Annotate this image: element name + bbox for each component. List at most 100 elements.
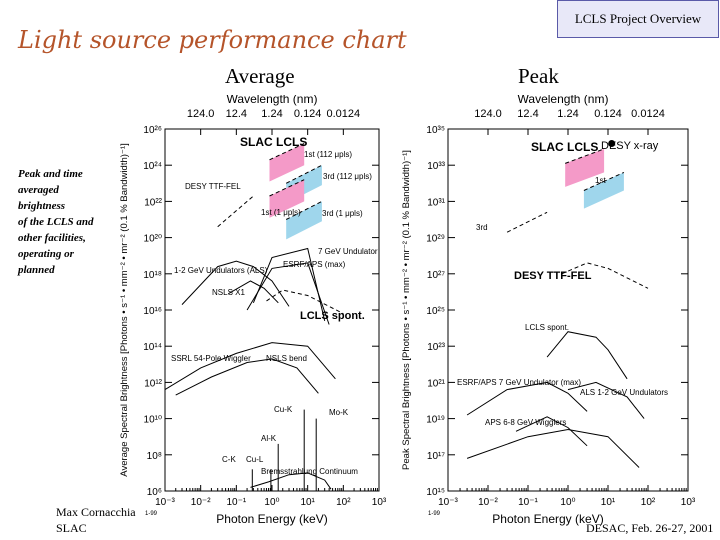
curve-annotation: DESY TTF-FEL xyxy=(514,270,592,282)
slide-title: Light source performance chart xyxy=(18,26,407,54)
curve-annotation: DESY TTF-FEL xyxy=(185,182,241,191)
curve-annotation: ALS 1-2 GeV Undulators xyxy=(580,388,668,397)
top-tick-label: 124.0 xyxy=(187,108,215,120)
band-edge xyxy=(269,143,305,161)
x-tick-label: 10⁰ xyxy=(560,497,575,508)
y-tick-label: 10²⁴ xyxy=(143,161,162,172)
curve-annotation: APS 6-8 GeV Wigglers xyxy=(485,418,566,427)
source-curve xyxy=(181,260,290,307)
curve-annotation: ESRF/APS (max) xyxy=(283,260,346,269)
x-tick-label: 10¹ xyxy=(601,497,616,508)
curve-annotation: SSRL 54-Pole Wiggler xyxy=(171,354,251,363)
top-tick-label: 0.124 xyxy=(294,108,322,120)
x-tick-label: 10⁻² xyxy=(191,497,211,508)
panel-heading-average: Average xyxy=(225,64,295,88)
top-tick-label: 1.24 xyxy=(261,108,282,120)
source-curve xyxy=(175,358,319,396)
y-tick-label: 10⁸ xyxy=(147,451,162,462)
x-tick-label: 10³ xyxy=(372,497,387,508)
top-tick-label: 124.0 xyxy=(474,108,502,120)
curve-annotation: 1st (1 μpls) xyxy=(261,208,301,217)
y-tick-label: 10¹⁵ xyxy=(426,487,445,498)
y-tick-label: 10²⁹ xyxy=(426,234,445,245)
source-curve xyxy=(252,247,326,322)
caption-line: Peak and time xyxy=(18,168,83,180)
x-tick-label: 10⁰ xyxy=(264,497,279,508)
facility-point xyxy=(608,140,616,147)
brightness-band xyxy=(565,148,605,187)
source-curve xyxy=(266,289,344,315)
source-curve xyxy=(506,211,548,233)
y-axis-label: Average Spectral Brightness [Photons • s… xyxy=(119,143,130,476)
corner-note: 1-99 xyxy=(145,511,158,517)
y-tick-label: 10²² xyxy=(144,197,162,208)
x-axis-label: Photon Energy (keV) xyxy=(216,512,327,526)
panel-heading-peak: Peak xyxy=(518,64,559,88)
average-brightness-chart: 10⁻³ 10⁻² 10⁻¹ 10⁰ 10¹ 10² 10³ 10⁶ 10⁸ 10¹⁰ 10¹² 10… xyxy=(119,95,387,526)
y-tick-label: 10¹⁰ xyxy=(144,415,162,426)
y-tick-label: 10²⁷ xyxy=(427,270,445,281)
source-curve xyxy=(217,195,254,228)
curve-annotation: Cu-L xyxy=(246,455,264,464)
brightness-band xyxy=(286,201,322,240)
y-axis-label: Peak Spectral Brightness [Photons • s⁻¹ … xyxy=(401,150,412,470)
curve-annotation: 3rd xyxy=(476,223,488,232)
y-tick-label: 10¹⁸ xyxy=(143,270,162,281)
curve-annotation: DESY x-ray xyxy=(601,140,659,152)
x-tick-label: 10² xyxy=(336,497,351,508)
x-tick-label: 10¹ xyxy=(300,497,315,508)
top-tick-label: 12.4 xyxy=(226,108,247,120)
curve-annotation: 1-2 GeV Undulators (ALS) xyxy=(174,266,268,275)
project-label: LCLS Project Overview xyxy=(557,0,719,38)
x-tick-label: 10⁻³ xyxy=(155,497,175,508)
y-tick-label: 10²³ xyxy=(427,342,445,353)
x-tick-label: 10⁻¹ xyxy=(226,497,246,508)
source-curve xyxy=(246,262,330,325)
curve-annotation: 1st xyxy=(595,176,606,185)
plot-frame xyxy=(164,128,380,492)
curve-annotation: Al-K xyxy=(261,434,277,443)
x-tick-label: 10⁻³ xyxy=(438,497,458,508)
x-axis-label: Photon Energy (keV) xyxy=(492,512,603,526)
y-tick-label: 10⁶ xyxy=(147,487,162,498)
source-curve xyxy=(515,416,588,447)
curve-annotation: Bremsstrahlung Continuum xyxy=(261,467,358,476)
y-tick-label: 10²⁶ xyxy=(143,125,162,136)
curve-annotation: ESRF/APS 7 GeV Undulator (max) xyxy=(457,378,581,387)
curve-annotation: C-K xyxy=(222,455,236,464)
top-axis-label: Wavelength (nm) xyxy=(227,95,318,106)
footer-author: Max Cornacchia xyxy=(56,505,136,519)
caption-line: planned xyxy=(18,264,55,276)
curve-annotation: 1st (112 μpls) xyxy=(304,150,352,159)
source-curve xyxy=(228,280,279,304)
y-tick-label: 10¹⁷ xyxy=(427,451,445,462)
corner-note: 1-99 xyxy=(428,511,441,517)
y-tick-label: 10²¹ xyxy=(427,378,445,389)
curve-annotation: LCLS spont. xyxy=(525,323,569,332)
top-axis-label: Wavelength (nm) xyxy=(518,95,609,106)
y-tick-label: 10¹⁴ xyxy=(143,342,162,353)
curve-annotation: SLAC LCLS xyxy=(531,140,598,154)
caption-line: averaged xyxy=(18,184,59,196)
curve-annotation: LCLS spont. xyxy=(300,310,365,322)
top-tick-label: 12.4 xyxy=(517,108,538,120)
source-curve xyxy=(250,472,332,490)
caption-line: of the LCLS and xyxy=(18,216,94,228)
top-tick-label: 1.24 xyxy=(557,108,578,120)
source-curve xyxy=(466,428,640,468)
footer-lab: SLAC xyxy=(56,521,87,535)
curve-annotation: Mo-K xyxy=(329,408,349,417)
y-tick-label: 10¹⁹ xyxy=(426,415,445,426)
slide-caption: Peak and time averaged brightness of the… xyxy=(18,166,118,278)
x-tick-label: 10³ xyxy=(681,497,696,508)
curve-annotation: NSLS bend xyxy=(266,354,307,363)
brightness-band xyxy=(583,172,624,209)
x-tick-label: 10⁻¹ xyxy=(518,497,538,508)
plot-frame xyxy=(447,128,689,492)
footer-date: DESAC, Feb. 26-27, 2001 xyxy=(586,521,714,535)
curve-annotation: 3rd (1 μpls) xyxy=(322,209,363,218)
brightness-band xyxy=(269,179,305,218)
x-tick-label: 10² xyxy=(641,497,656,508)
caption-line: other facilities, xyxy=(18,232,86,244)
source-curve xyxy=(561,262,649,289)
